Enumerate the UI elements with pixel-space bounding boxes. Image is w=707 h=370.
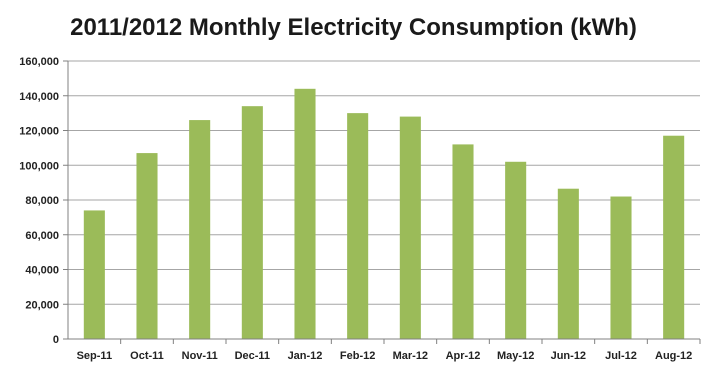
bar: [558, 189, 579, 339]
bar: [505, 162, 526, 339]
y-tick-label: 40,000: [25, 265, 59, 277]
x-tick-label: Oct-11: [130, 350, 164, 362]
bar: [189, 120, 210, 339]
x-tick-label: Sep-11: [77, 350, 112, 362]
bar: [610, 197, 631, 339]
x-tick-label: May-12: [497, 350, 534, 362]
x-tick-label: Mar-12: [393, 350, 428, 362]
bar: [400, 117, 421, 339]
x-tick-label: Apr-12: [446, 350, 481, 362]
y-tick-label: 20,000: [25, 299, 59, 311]
x-tick-label: Jul-12: [605, 350, 637, 362]
bar: [136, 153, 157, 339]
bar: [663, 136, 684, 339]
y-tick-label: 0: [53, 334, 59, 346]
y-tick-label: 100,000: [19, 160, 59, 172]
x-tick-label: Feb-12: [340, 350, 375, 362]
bar: [452, 144, 473, 339]
bar: [294, 89, 315, 339]
x-tick-label: Jan-12: [288, 350, 323, 362]
bar: [84, 210, 105, 339]
y-tick-label: 80,000: [25, 195, 59, 207]
bar: [242, 106, 263, 339]
x-tick-label: Dec-11: [235, 350, 270, 362]
y-tick-label: 160,000: [19, 56, 59, 68]
x-tick-label: Nov-11: [182, 350, 218, 362]
y-tick-label: 140,000: [19, 91, 59, 103]
y-tick-label: 60,000: [25, 230, 59, 242]
y-tick-label: 120,000: [19, 126, 59, 138]
x-tick-label: Aug-12: [655, 350, 692, 362]
x-tick-label: Jun-12: [551, 350, 586, 362]
bar: [347, 113, 368, 339]
